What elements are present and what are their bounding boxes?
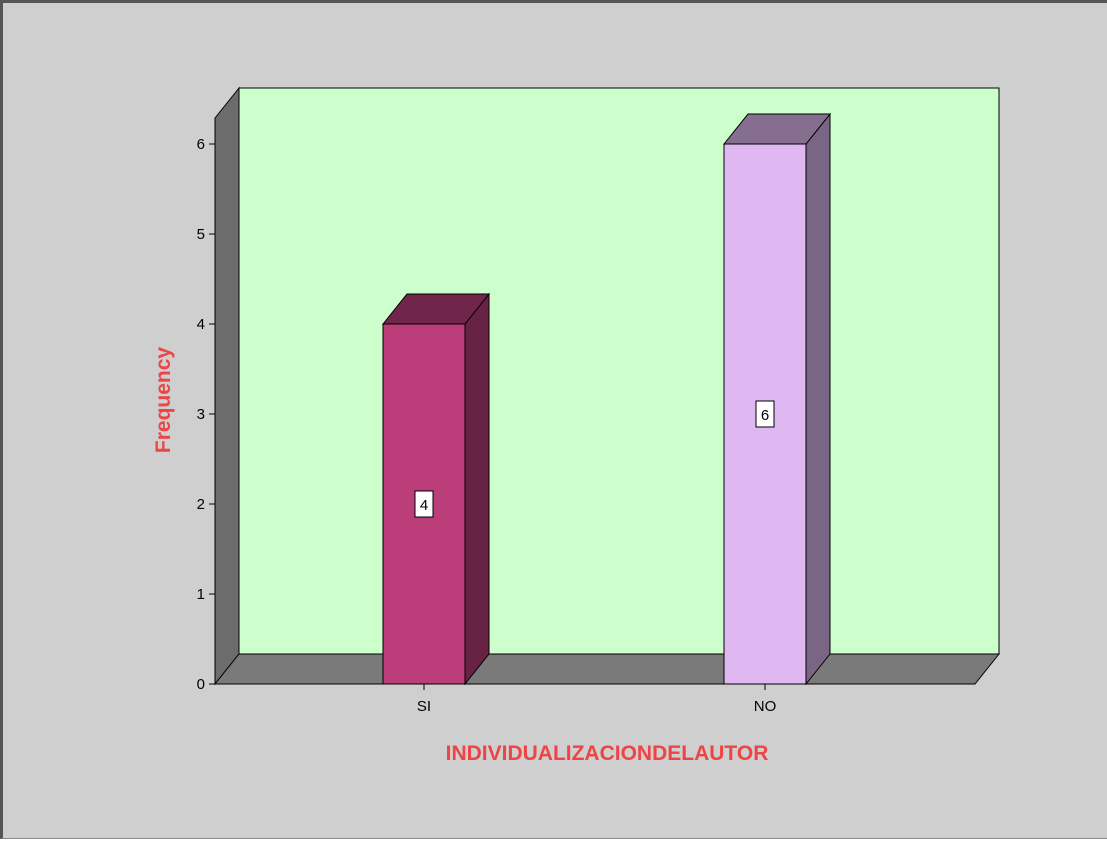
x-category-label: SI	[417, 698, 431, 715]
x-category-label: NO	[754, 698, 777, 715]
y-tick-label: 2	[197, 496, 205, 513]
y-tick-label: 3	[197, 406, 205, 423]
x-axis-title: INDIVIDUALIZACIONDELAUTOR	[446, 742, 769, 765]
data-label-box	[414, 490, 434, 518]
y-axis-title: Frequency	[152, 347, 175, 454]
plot-back-wall	[238, 87, 1000, 655]
bar-side-face	[805, 112, 831, 686]
bars: 46	[381, 112, 832, 686]
plot-side-wall	[214, 86, 240, 686]
y-tick-label: 5	[197, 226, 205, 243]
y-axis-ticks: 0 1 2 3 4 5 6	[197, 136, 215, 693]
y-tick-label: 4	[197, 316, 205, 333]
bar-top-face	[381, 293, 491, 325]
y-tick-label: 6	[197, 136, 205, 153]
plot-floor	[213, 653, 1001, 685]
bar-side-face	[464, 292, 490, 686]
data-label: 4	[420, 497, 428, 514]
data-label: 6	[761, 407, 769, 424]
y-tick-label: 0	[197, 676, 205, 693]
y-tick-label: 1	[197, 586, 205, 603]
x-axis-categories: SI NO	[417, 684, 776, 715]
data-label-box	[755, 400, 775, 428]
bar-top-face	[722, 113, 832, 145]
bar-no: 6	[722, 112, 832, 686]
bar-si: 4	[381, 292, 491, 686]
